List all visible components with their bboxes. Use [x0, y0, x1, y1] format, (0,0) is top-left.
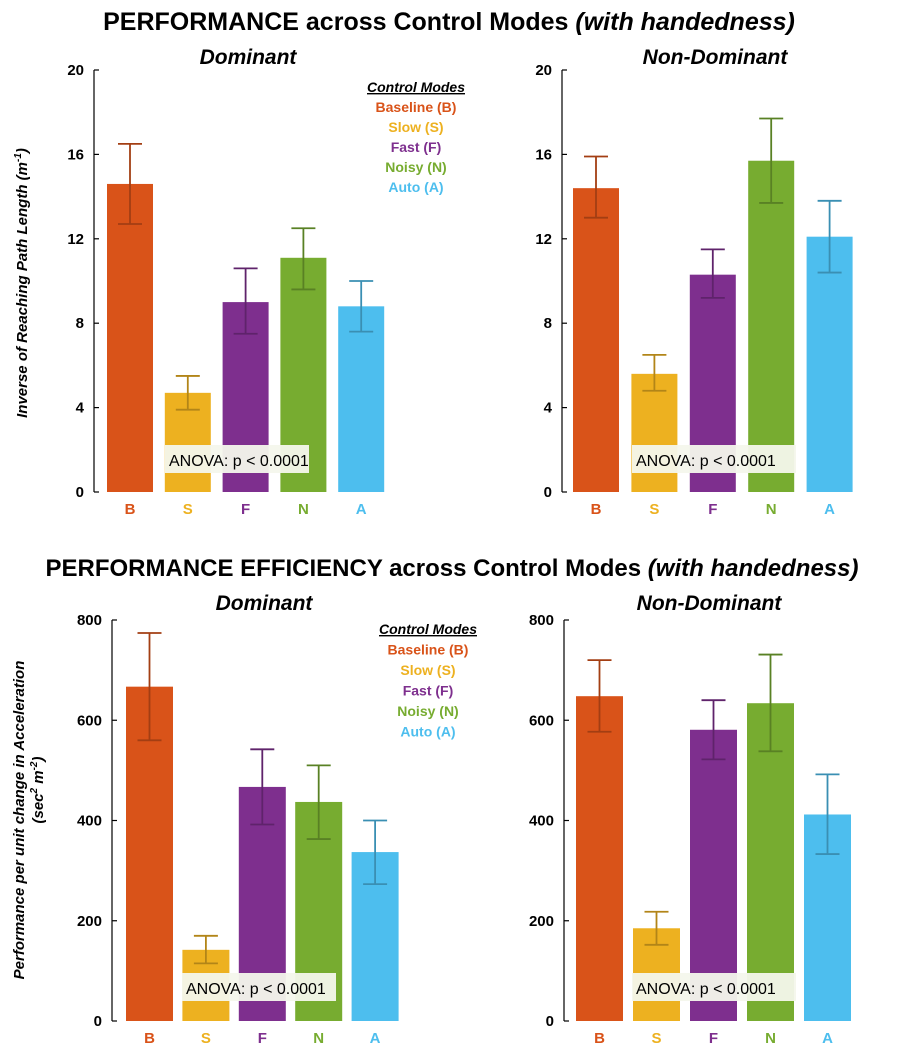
category-label-A: A [370, 1030, 381, 1047]
y-tick-label: 4 [544, 400, 553, 417]
category-label-A: A [356, 501, 367, 518]
panel-title: Dominant [216, 592, 314, 615]
y-label-text: Inverse of Reaching Path Length (m [14, 162, 31, 418]
category-label-N: N [313, 1030, 324, 1047]
legend-item-N: Noisy (N) [397, 703, 458, 719]
category-label-N: N [766, 501, 777, 518]
y-label-superscript: -1 [13, 153, 24, 162]
legend-item-N: Noisy (N) [385, 159, 446, 175]
y-tick-label: 12 [535, 231, 552, 248]
y-tick-label: 600 [77, 712, 102, 729]
legend-item-S: Slow (S) [400, 662, 455, 678]
bar-B [107, 183, 153, 492]
anova-annotation: ANOVA: p < 0.0001 [636, 453, 776, 470]
y-tick-label: 0 [76, 484, 84, 501]
y-label2-text: (sec [30, 793, 47, 824]
y-tick-label: 200 [77, 913, 102, 930]
legend-item-A: Auto (A) [388, 179, 443, 195]
y-tick-label: 800 [77, 612, 102, 629]
bar-B [126, 686, 173, 1021]
y-tick-label: 16 [535, 146, 552, 163]
category-label-F: F [241, 501, 250, 518]
legend-item-S: Slow (S) [388, 119, 443, 135]
anova-box [182, 973, 336, 1001]
y-tick-label: 0 [544, 484, 552, 501]
category-label-S: S [201, 1030, 211, 1047]
legend-control-modes: Control Modes Baseline (B) Slow (S) Fast (F… [367, 79, 465, 195]
y-tick-label: 12 [67, 231, 84, 248]
bar-A [338, 306, 385, 492]
legend-heading: Control Modes [367, 79, 465, 95]
y-axis-label-bottom-line1: Performance per unit change in Accelerat… [11, 661, 28, 980]
y-label2-mid: m [30, 770, 47, 788]
y-tick-label: 0 [546, 1013, 554, 1030]
bar-B [576, 696, 623, 1021]
anova-annotation: ANOVA: p < 0.0001 [186, 981, 326, 998]
anova-box [632, 445, 796, 473]
chart-panel-performance-non-dominant: Non-Dominant 0 4 8 12 16 20 B S F N A ANOVA: p < 0.0… [535, 46, 853, 518]
title-italic: (with handedness) [575, 8, 794, 36]
chart-panel-performance-dominant: Dominant 0 4 8 12 16 20 B S F N A ANOVA: p < 0.0001 [67, 46, 385, 518]
category-label-B: B [125, 501, 136, 518]
y-tick-label: 0 [94, 1013, 102, 1030]
category-label-S: S [651, 1030, 661, 1047]
bar-A [806, 236, 853, 492]
legend-item-A: Auto (A) [400, 724, 455, 740]
legend-item-F: Fast (F) [403, 683, 454, 699]
bar-F [690, 729, 737, 1021]
legend-item-B: Baseline (B) [376, 99, 457, 115]
y-tick-label: 16 [67, 146, 84, 163]
category-label-B: B [591, 501, 602, 518]
anova-box [165, 445, 309, 473]
title-italic: (with handedness) [648, 555, 859, 582]
category-label-S: S [649, 501, 659, 518]
anova-annotation: ANOVA: p < 0.0001 [169, 453, 309, 470]
bar-N [747, 703, 794, 1021]
category-label-A: A [822, 1030, 833, 1047]
legend-heading: Control Modes [379, 621, 477, 637]
category-label-B: B [144, 1030, 155, 1047]
chart-panel-efficiency-non-dominant: Non-Dominant 0 200 400 600 800 B S F N A ANOVA: p <… [529, 592, 851, 1047]
panel-title: Non-Dominant [643, 46, 789, 69]
y-tick-label: 600 [529, 712, 554, 729]
y-axis-label-top: Inverse of Reaching Path Length (m-1) [13, 148, 31, 418]
chart-panel-efficiency-dominant: Dominant 0 200 400 600 800 B S F N A ANOVA: p < 0.0… [77, 592, 399, 1047]
category-label-F: F [258, 1030, 267, 1047]
y-tick-label: 8 [76, 315, 84, 332]
category-label-A: A [824, 501, 835, 518]
title-main: PERFORMANCE EFFICIENCY across Control Mo… [46, 555, 648, 582]
category-label-N: N [298, 501, 309, 518]
legend-control-modes: Control Modes Baseline (B) Slow (S) Fast (F… [379, 621, 477, 740]
y-label2-end: ) [30, 756, 47, 763]
panel-title: Non-Dominant [637, 592, 783, 615]
y-tick-label: 20 [535, 62, 552, 79]
y-tick-label: 400 [529, 813, 554, 830]
y-tick-label: 800 [529, 612, 554, 629]
bar-N [748, 160, 795, 493]
panel-title: Dominant [200, 46, 298, 69]
y-tick-label: 8 [544, 315, 552, 332]
y-tick-label: 200 [529, 913, 554, 930]
anova-box [632, 973, 796, 1001]
category-label-N: N [765, 1030, 776, 1047]
anova-annotation: ANOVA: p < 0.0001 [636, 981, 776, 998]
section-title-performance: PERFORMANCE across Control Modes (with h… [103, 8, 795, 36]
category-label-S: S [183, 501, 193, 518]
bar-B [573, 188, 619, 492]
legend-item-B: Baseline (B) [388, 642, 469, 658]
title-main: PERFORMANCE across Control Modes [103, 8, 575, 36]
y-tick-label: 20 [67, 62, 84, 79]
y-tick-label: 4 [76, 400, 85, 417]
y-tick-label: 400 [77, 813, 102, 830]
y-label2-sup2: -2 [29, 761, 40, 770]
y-label2-sup1: 2 [29, 787, 40, 794]
category-label-F: F [709, 1030, 718, 1047]
section-title-efficiency: PERFORMANCE EFFICIENCY across Control Mo… [46, 555, 859, 582]
category-label-B: B [594, 1030, 605, 1047]
category-label-F: F [708, 501, 717, 518]
y-label-end: ) [14, 148, 31, 155]
legend-item-F: Fast (F) [391, 139, 442, 155]
y-axis-label-bottom-line2: (sec2 m-2) [29, 756, 47, 823]
